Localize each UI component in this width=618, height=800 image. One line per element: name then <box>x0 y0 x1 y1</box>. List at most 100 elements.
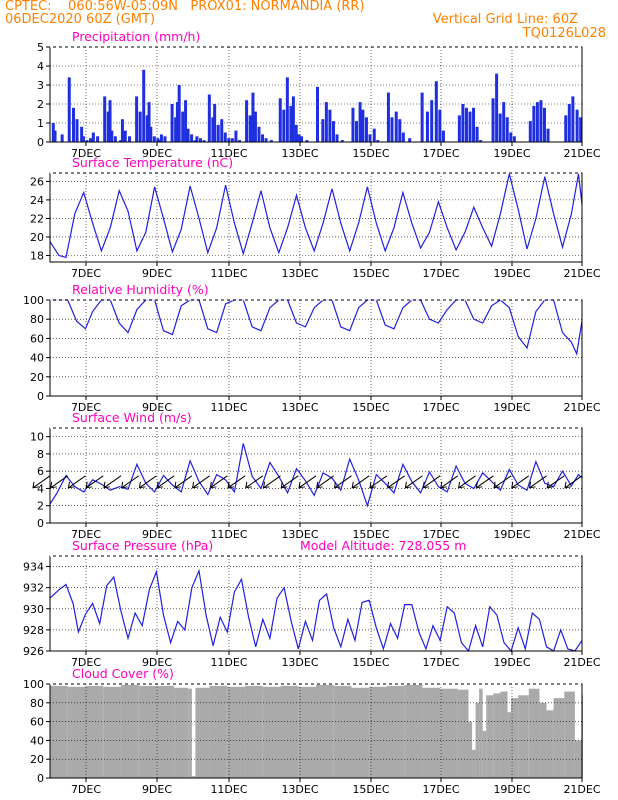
wind-arrowhead <box>404 481 412 489</box>
precip-bar <box>571 96 575 142</box>
cloud-bar <box>195 687 210 778</box>
cloud-bar <box>227 686 246 778</box>
cloud-bar <box>404 684 423 778</box>
y-tick-label: 60 <box>30 716 44 729</box>
wind-arrow <box>476 475 494 489</box>
cloud-bar <box>528 688 540 778</box>
x-tick-label: 13DEC <box>281 267 318 280</box>
precip-bar <box>251 92 255 142</box>
x-tick-label: 19DEC <box>493 147 530 160</box>
wind-arrowhead <box>138 481 146 489</box>
precip-bar <box>174 117 178 142</box>
x-tick-label: 15DEC <box>352 783 389 796</box>
precip-bar <box>546 128 550 142</box>
precip-bar <box>340 140 344 142</box>
wind-arrow <box>245 475 264 489</box>
cloud-bar <box>316 684 334 778</box>
x-tick-label: 9DEC <box>142 267 172 280</box>
wind-arrowhead <box>351 481 359 489</box>
x-tick-label: 19DEC <box>493 783 530 796</box>
y-tick-label: 930 <box>23 603 44 616</box>
precip-bar <box>475 126 479 142</box>
x-tick-label: 21DEC <box>563 267 600 280</box>
wind-arrow <box>458 475 476 489</box>
precip-bar <box>223 132 227 142</box>
precip-bar <box>149 126 153 142</box>
y-tick-label: 10 <box>30 431 44 444</box>
precip-bar <box>372 128 376 142</box>
wind-arrow <box>369 475 388 489</box>
series-line <box>49 443 583 508</box>
y-tick-label: 40 <box>30 734 44 747</box>
precip-bar <box>294 124 298 142</box>
precip-bar <box>89 138 93 142</box>
x-tick-label: 15DEC <box>352 401 389 414</box>
precip-bar <box>96 136 100 142</box>
wind-arrowhead <box>209 481 217 489</box>
x-tick-label: 15DEC <box>352 528 389 541</box>
precip-bar <box>156 138 160 142</box>
precip-bar <box>441 130 445 142</box>
precip-bar <box>542 107 546 142</box>
header-grid-note: Vertical Grid Line: 60Z <box>432 12 578 27</box>
y-tick-label: 20 <box>30 753 44 766</box>
precip-bar <box>390 117 394 142</box>
wind-arrow <box>387 475 405 489</box>
cloud-bar <box>333 685 352 778</box>
wind-arrow <box>405 475 423 489</box>
precip-bar <box>368 134 372 142</box>
precip-bar <box>227 138 231 142</box>
precip-bar <box>237 140 241 142</box>
wind-arrow <box>156 475 175 489</box>
wind-arrowhead <box>262 481 270 489</box>
cloud-bar <box>493 693 501 778</box>
x-tick-label: 21DEC <box>563 401 600 414</box>
precip-bar <box>253 111 257 142</box>
cloud-bar <box>486 695 494 778</box>
x-tick-label: 15DEC <box>352 656 389 669</box>
precip-bar <box>430 100 434 142</box>
x-tick-label: 9DEC <box>142 783 172 796</box>
precip-bar <box>505 117 509 142</box>
x-tick-label: 9DEC <box>142 401 172 414</box>
precip-bar <box>351 107 355 142</box>
wind-arrowhead <box>316 481 323 489</box>
precip-bar <box>257 126 261 142</box>
wind-arrow <box>422 475 441 489</box>
panel-frame <box>49 299 583 397</box>
x-tick-label: 17DEC <box>422 147 459 160</box>
x-tick-label: 7DEC <box>71 401 101 414</box>
cloud-bar <box>50 685 68 778</box>
header-date: 06DEC2020 60Z (GMT) <box>5 12 156 27</box>
y-tick-label: 0 <box>37 517 44 530</box>
precip-bar <box>300 136 304 142</box>
wind-arrow <box>511 475 530 489</box>
panel-title: Surface Temperature (nC) <box>72 155 233 170</box>
wind-arrow <box>174 475 193 489</box>
x-tick-label: 17DEC <box>422 267 459 280</box>
precip-bar <box>85 140 89 142</box>
precip-bar <box>479 140 483 142</box>
x-tick-label: 19DEC <box>493 401 530 414</box>
precip-bar <box>60 134 64 142</box>
panel-frame <box>49 427 583 524</box>
precip-bar <box>461 104 465 142</box>
cloud-bar <box>482 731 487 778</box>
x-tick-label: 17DEC <box>422 528 459 541</box>
y-tick-label: 2 <box>37 98 44 111</box>
y-tick-label: 26 <box>30 175 44 188</box>
precip-bar <box>152 136 156 142</box>
cloud-bar <box>174 687 189 778</box>
x-tick-label: 21DEC <box>563 783 600 796</box>
precip-bar <box>438 109 442 142</box>
x-tick-label: 11DEC <box>210 147 247 160</box>
wind-arrow <box>139 475 157 489</box>
precip-bar <box>175 102 179 142</box>
cloud-bar <box>422 687 441 778</box>
panel-4: Surface Pressure (hPa) Model Altitude: 72… <box>23 538 601 669</box>
precip-bar <box>159 134 163 142</box>
precip-bar <box>297 134 301 142</box>
wind-arrowhead <box>67 481 75 489</box>
x-tick-label: 7DEC <box>71 267 101 280</box>
cloud-bar <box>440 688 458 778</box>
